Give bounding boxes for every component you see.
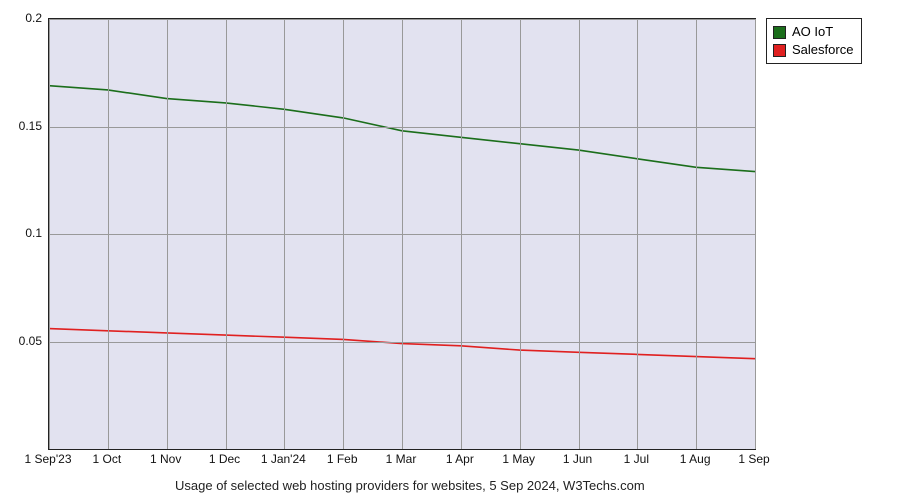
legend-item: Salesforce bbox=[773, 41, 853, 59]
x-tick-label: 1 Sep bbox=[738, 452, 769, 466]
x-tick-label: 1 Jul bbox=[624, 452, 649, 466]
x-tick-label: 1 Mar bbox=[386, 452, 417, 466]
x-tick-label: 1 Nov bbox=[150, 452, 181, 466]
gridline-horizontal bbox=[49, 234, 755, 235]
legend-label: Salesforce bbox=[792, 41, 853, 59]
gridline-horizontal bbox=[49, 127, 755, 128]
chart-container: AO IoTSalesforce Usage of selected web h… bbox=[0, 0, 900, 500]
gridline-horizontal bbox=[49, 19, 755, 20]
legend-swatch bbox=[773, 44, 786, 57]
legend-label: AO IoT bbox=[792, 23, 833, 41]
legend-item: AO IoT bbox=[773, 23, 853, 41]
x-tick-label: 1 May bbox=[502, 452, 535, 466]
x-tick-label: 1 Jan'24 bbox=[261, 452, 306, 466]
x-tick-label: 1 Aug bbox=[680, 452, 711, 466]
legend: AO IoTSalesforce bbox=[766, 18, 862, 64]
x-tick-label: 1 Apr bbox=[446, 452, 474, 466]
x-tick-label: 1 Oct bbox=[92, 452, 121, 466]
chart-caption: Usage of selected web hosting providers … bbox=[175, 478, 645, 493]
x-tick-label: 1 Sep'23 bbox=[25, 452, 72, 466]
y-tick-label: 0.05 bbox=[19, 334, 48, 348]
y-tick-label: 0.2 bbox=[25, 11, 48, 25]
x-tick-label: 1 Feb bbox=[327, 452, 358, 466]
y-tick-label: 0.1 bbox=[25, 226, 48, 240]
gridline-horizontal bbox=[49, 342, 755, 343]
x-tick-label: 1 Jun bbox=[563, 452, 592, 466]
legend-swatch bbox=[773, 26, 786, 39]
y-tick-label: 0.15 bbox=[19, 119, 48, 133]
plot-area bbox=[48, 18, 756, 450]
x-tick-label: 1 Dec bbox=[209, 452, 240, 466]
gridline-vertical bbox=[755, 19, 756, 449]
